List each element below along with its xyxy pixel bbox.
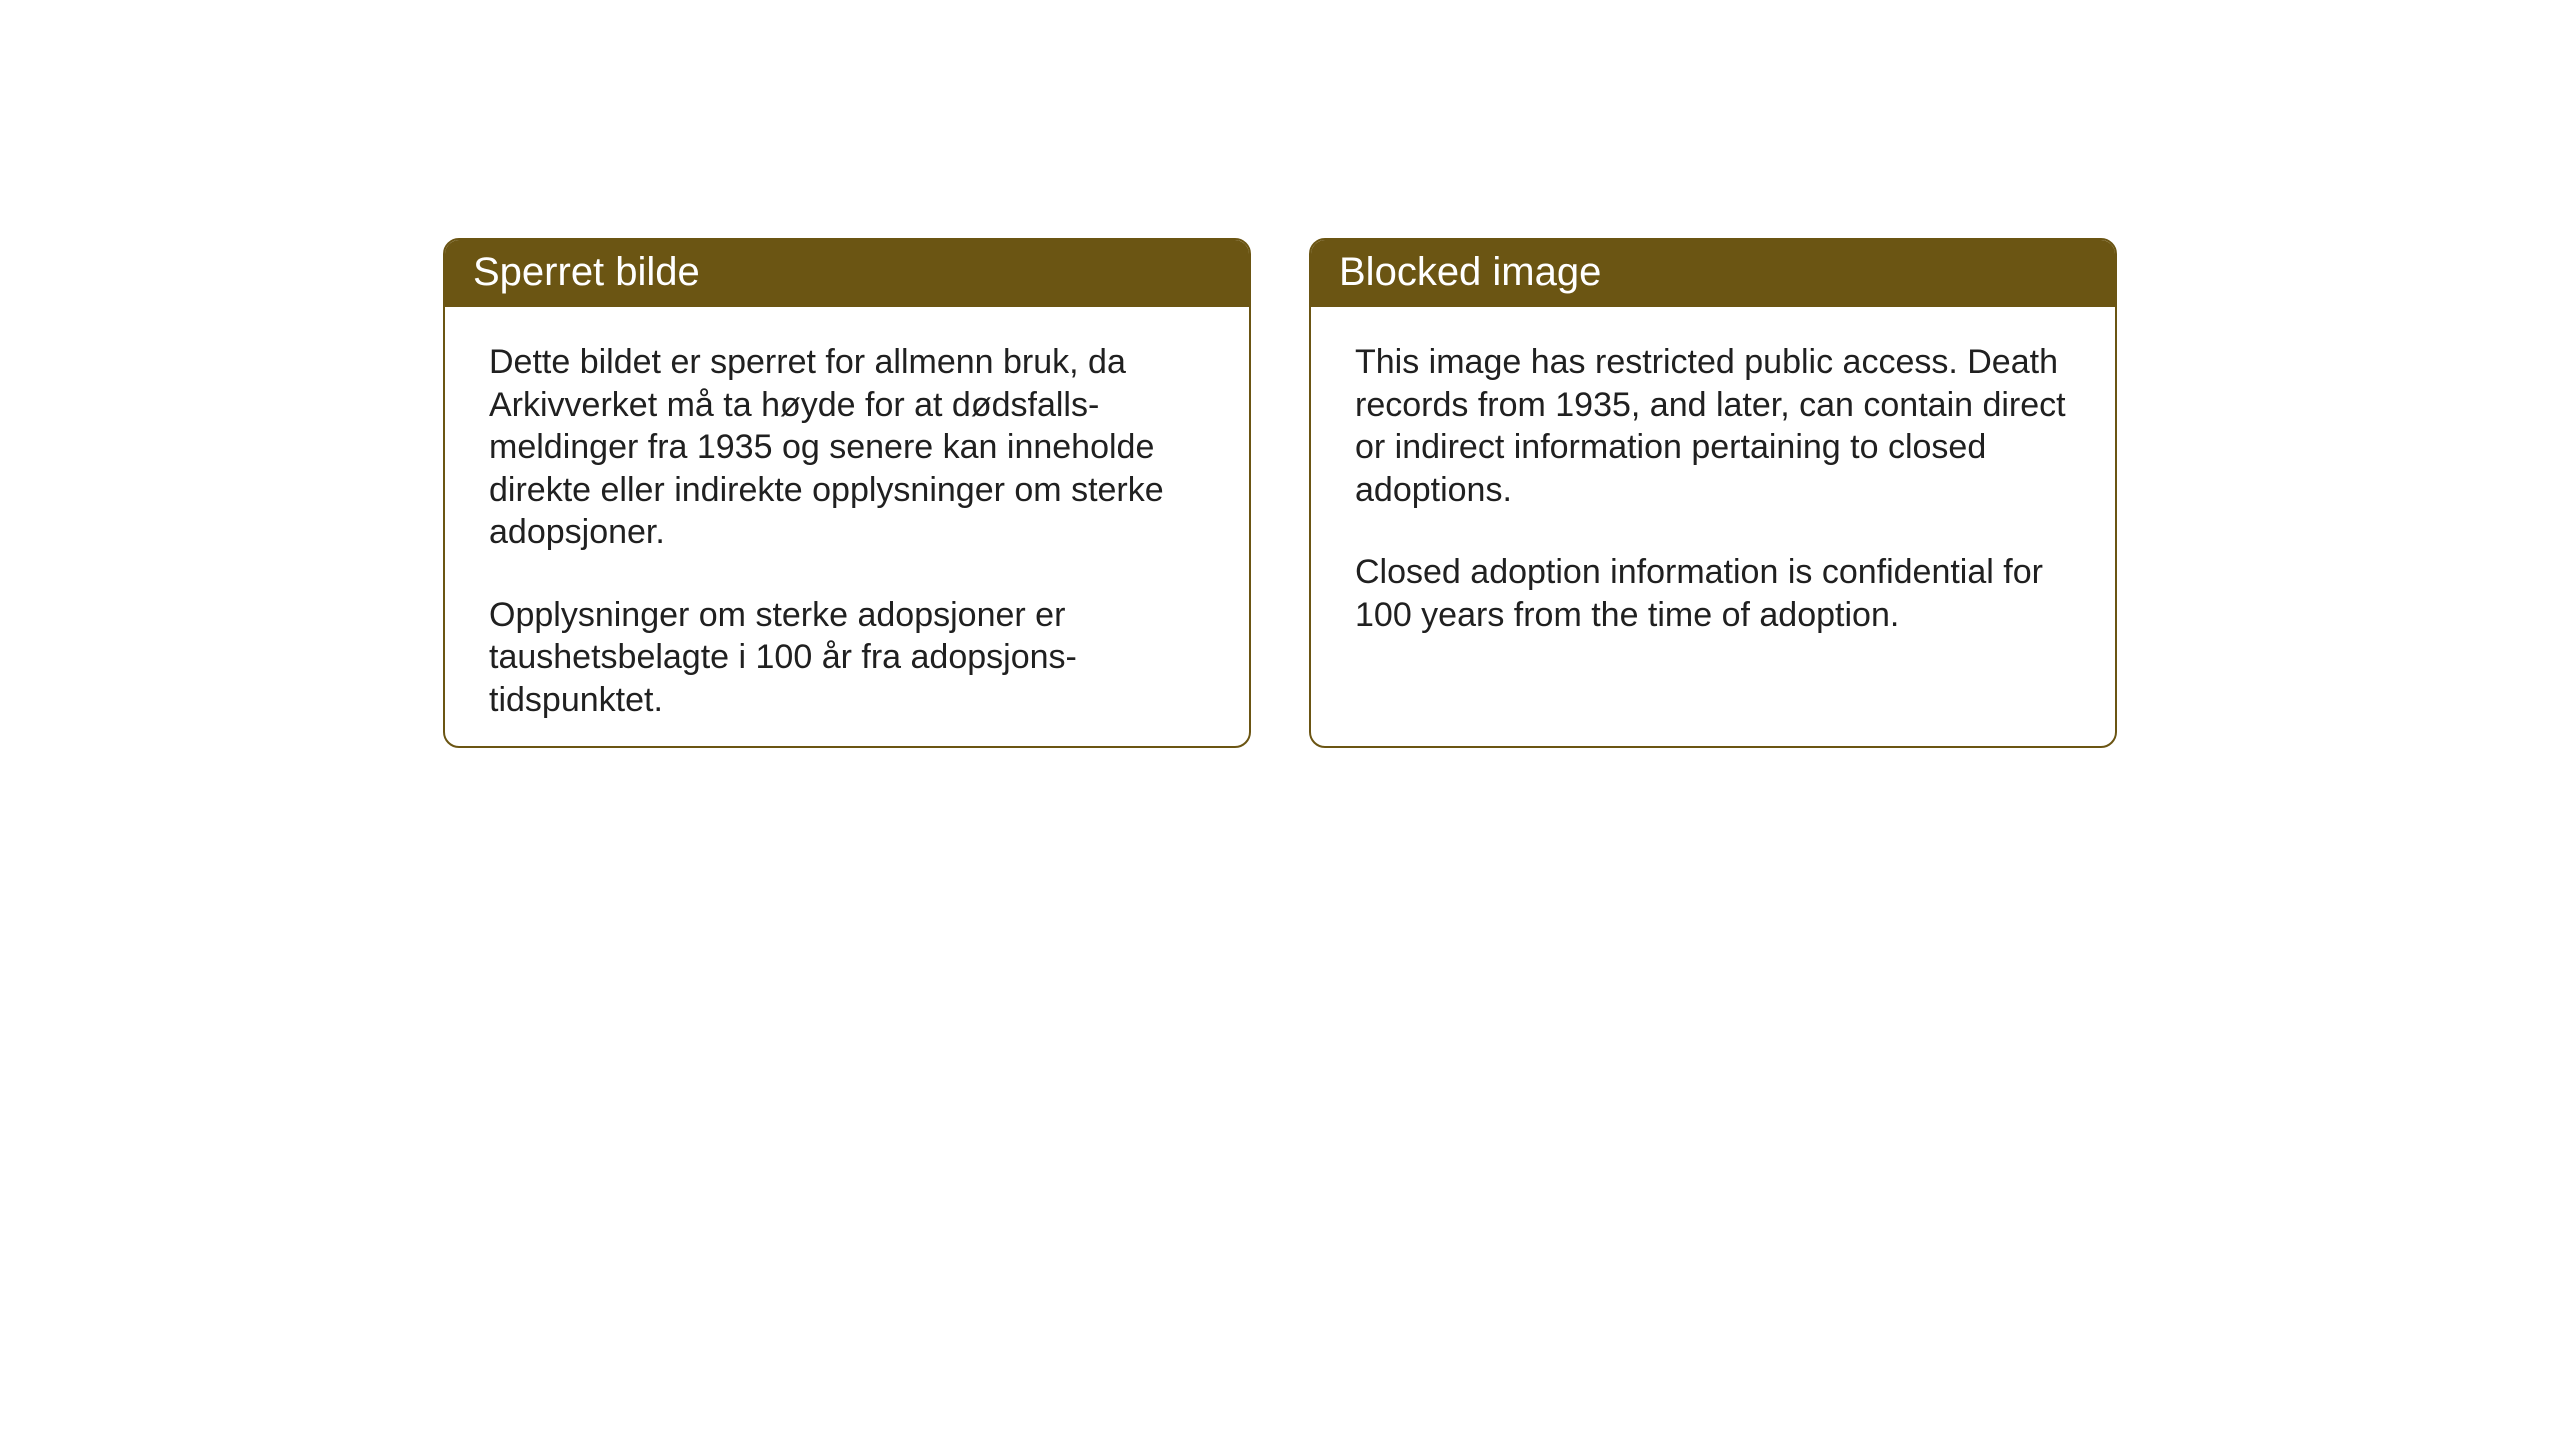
card-paragraph-1: Dette bildet er sperret for allmenn bruk… xyxy=(489,341,1205,554)
cards-container: Sperret bilde Dette bildet er sperret fo… xyxy=(443,238,2117,748)
card-paragraph-2: Closed adoption information is confident… xyxy=(1355,551,2071,636)
card-header-english: Blocked image xyxy=(1311,240,2115,307)
card-body-norwegian: Dette bildet er sperret for allmenn bruk… xyxy=(445,307,1249,748)
card-body-english: This image has restricted public access.… xyxy=(1311,307,2115,670)
card-title: Sperret bilde xyxy=(473,250,700,294)
card-paragraph-2: Opplysninger om sterke adopsjoner er tau… xyxy=(489,594,1205,722)
card-norwegian: Sperret bilde Dette bildet er sperret fo… xyxy=(443,238,1251,748)
card-paragraph-1: This image has restricted public access.… xyxy=(1355,341,2071,511)
card-english: Blocked image This image has restricted … xyxy=(1309,238,2117,748)
card-header-norwegian: Sperret bilde xyxy=(445,240,1249,307)
card-title: Blocked image xyxy=(1339,250,1601,294)
